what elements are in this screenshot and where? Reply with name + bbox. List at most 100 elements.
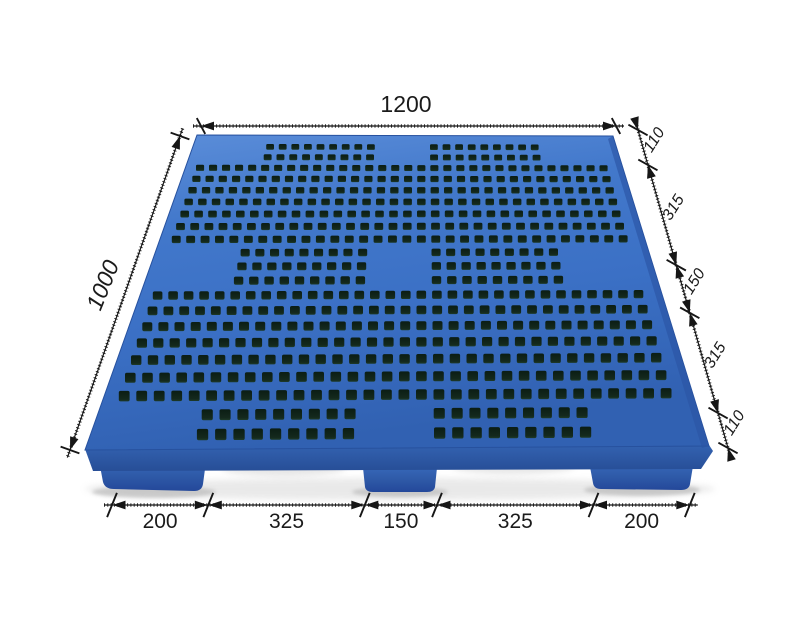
pallet-hole xyxy=(430,154,438,161)
pallet-hole xyxy=(201,187,211,194)
pallet-hole xyxy=(336,187,345,194)
pallet-hole xyxy=(215,235,224,244)
dim-label-bottom-seg-4: 200 xyxy=(624,510,659,533)
pallet-hole xyxy=(482,337,493,347)
pallet-hole xyxy=(335,321,346,331)
pallet-hole xyxy=(326,408,338,420)
pallet-hole xyxy=(556,290,566,299)
pallet-hole xyxy=(299,248,309,257)
dimension-tick xyxy=(431,492,443,518)
pallet-hole xyxy=(359,235,369,243)
pallet-hole xyxy=(660,388,672,399)
pallet-hole xyxy=(475,248,485,256)
pallet-hole xyxy=(344,235,354,243)
pallet-hole xyxy=(469,407,481,419)
pallet-hole xyxy=(480,144,489,151)
pallet-hole xyxy=(469,165,478,172)
pallet-hole xyxy=(219,409,231,421)
pallet-hole xyxy=(250,210,259,218)
pallet-hole xyxy=(430,210,440,218)
pallet-hole xyxy=(190,223,200,231)
pallet-hole xyxy=(536,261,546,270)
pallet-hole xyxy=(528,210,537,218)
pallet-hole xyxy=(474,235,484,243)
pallet-hole xyxy=(497,187,507,194)
pallet-hole xyxy=(398,389,410,400)
pallet-hole xyxy=(643,388,654,399)
dim-label-bottom-seg-0: 200 xyxy=(143,510,178,533)
pallet-hole xyxy=(373,235,383,243)
pallet-hole xyxy=(296,371,307,382)
pallet-hole xyxy=(430,187,439,194)
pallet-hole xyxy=(374,222,384,230)
pallet-hole xyxy=(442,144,451,150)
pallet-hole xyxy=(196,428,209,441)
pallet-hole xyxy=(319,210,329,218)
pallet-hole xyxy=(511,305,522,314)
pallet-hole xyxy=(431,248,441,257)
pallet-hole xyxy=(458,198,467,206)
pallet-hole xyxy=(309,187,318,194)
pallet-hole xyxy=(617,353,628,363)
pallet-hole xyxy=(271,175,280,183)
pallet-hole xyxy=(501,222,511,230)
pallet-hole xyxy=(163,306,174,316)
dimension-line-texture xyxy=(65,127,185,459)
pallet-hole xyxy=(460,248,470,256)
pallet-hole xyxy=(445,235,455,243)
pallet-hole xyxy=(613,336,624,346)
pallet-hole xyxy=(577,320,588,330)
pallet-hole xyxy=(519,154,528,161)
pallet-hole xyxy=(284,248,294,257)
pallet-hole xyxy=(592,187,601,194)
pallet-hole xyxy=(587,370,598,381)
dimension-arrowhead xyxy=(668,251,677,266)
pallet-hole xyxy=(289,222,299,230)
pallet-hole xyxy=(486,210,496,218)
pallet-hole xyxy=(615,222,624,230)
pallet-hole xyxy=(376,198,385,206)
pallet-hole xyxy=(381,389,392,400)
pallet-hole xyxy=(342,262,352,271)
pallet-hole xyxy=(334,337,345,347)
pallet-hole xyxy=(580,336,591,346)
pallet-hole xyxy=(608,198,618,206)
pallet-hole xyxy=(241,390,252,401)
pallet-hole xyxy=(470,187,480,194)
pallet-hole xyxy=(512,198,522,206)
pallet-hole xyxy=(432,290,442,299)
pallet-hole xyxy=(505,407,517,419)
pallet-hole xyxy=(131,355,142,365)
pallet-hole xyxy=(308,408,320,420)
pallet-hole xyxy=(449,337,460,347)
pallet-hole xyxy=(270,248,280,257)
pallet-hole xyxy=(222,210,231,218)
dimension-arrowhead xyxy=(675,265,685,279)
pallet-hole xyxy=(364,175,373,183)
pallet-hole xyxy=(284,337,295,348)
pallet-hole xyxy=(289,154,298,161)
pallet-hole xyxy=(361,210,370,218)
pallet-hole xyxy=(331,222,341,230)
pallet-hole xyxy=(433,353,444,364)
pallet-hole xyxy=(467,144,476,151)
pallet-hole xyxy=(363,389,375,400)
pallet-hole xyxy=(444,187,453,194)
pallet-hole xyxy=(553,370,564,381)
pallet-hole xyxy=(319,321,330,331)
pallet-hole xyxy=(521,261,531,270)
pallet-hole xyxy=(389,210,398,218)
pallet-hole xyxy=(198,198,207,206)
pallet-hole xyxy=(136,338,147,348)
dimension-arrowhead xyxy=(70,436,79,450)
pallet-hole xyxy=(501,370,513,381)
pallet-hole xyxy=(403,187,412,194)
pallet-hole xyxy=(493,144,501,151)
pallet-hole xyxy=(227,372,239,383)
pallet-hole xyxy=(152,291,163,300)
pallet-hole xyxy=(455,154,464,161)
pallet-hole xyxy=(450,389,462,400)
pallet-hole xyxy=(573,388,585,399)
pallet-hole xyxy=(335,198,344,206)
